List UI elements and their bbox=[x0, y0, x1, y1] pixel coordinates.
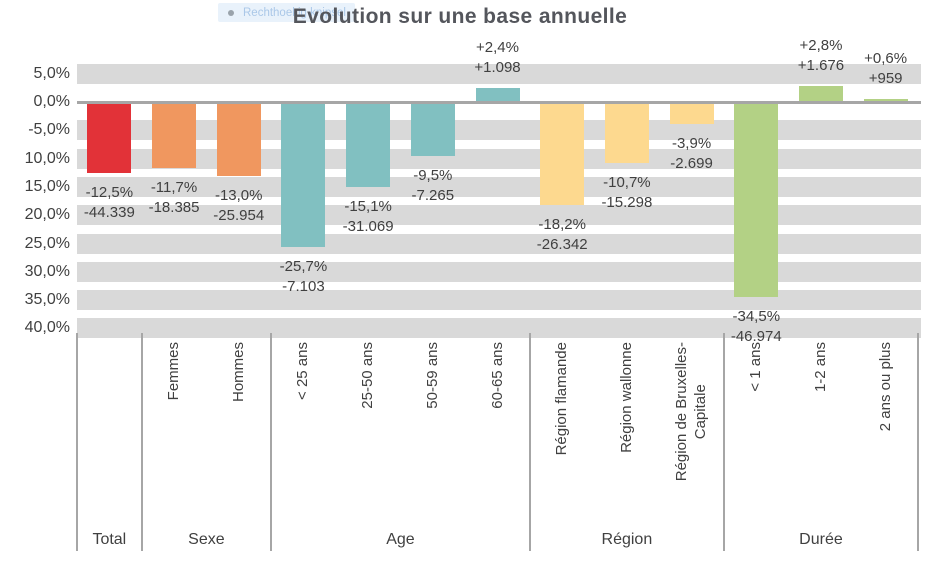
data-label-percent: -10,7% bbox=[603, 173, 651, 191]
data-bar bbox=[540, 102, 585, 205]
data-label-percent: -9,5% bbox=[413, 166, 453, 184]
y-axis-tick-label: 5,0% bbox=[33, 64, 70, 82]
category-label: < 1 ans bbox=[747, 342, 765, 392]
data-bar bbox=[281, 102, 326, 248]
snip-mode-label: Rechthoekig knipsel bbox=[243, 6, 346, 19]
group-label: Région bbox=[601, 531, 653, 548]
data-label-percent: +2,4% bbox=[476, 39, 519, 57]
data-label-percent: -13,0% bbox=[214, 186, 263, 204]
group-label: Total bbox=[92, 531, 127, 548]
data-label: -10,7% -15.298 bbox=[577, 173, 677, 213]
data-bar bbox=[798, 86, 843, 102]
data-label-percent: -18,2% bbox=[538, 216, 586, 233]
data-label: -34,5% -46.974 bbox=[706, 307, 806, 347]
gridline-band bbox=[77, 63, 921, 84]
data-label-count: -26.342 bbox=[536, 236, 588, 253]
data-label-percent: +0,6% bbox=[864, 49, 908, 67]
chart-title: Evolution sur une base annuelle bbox=[292, 5, 628, 28]
data-label-count: -2.699 bbox=[670, 155, 713, 173]
y-axis-tick-label: 20,0% bbox=[24, 206, 70, 224]
data-label-count: -31.069 bbox=[342, 218, 394, 236]
group-label: Durée bbox=[799, 531, 843, 548]
category-label: Hommes bbox=[229, 342, 247, 403]
data-label-count: +1.676 bbox=[797, 57, 845, 75]
category-label: 50-59 ans bbox=[423, 342, 441, 409]
data-label-percent: -11,7% bbox=[150, 179, 198, 197]
data-label-percent: -15,1% bbox=[344, 198, 392, 216]
data-bar bbox=[87, 102, 132, 173]
category-label: 25-50 ans bbox=[359, 342, 377, 409]
axis-separator bbox=[917, 333, 919, 551]
y-axis-tick-label: 10,0% bbox=[24, 149, 70, 167]
category-label: Région flamande bbox=[553, 342, 571, 456]
data-label: +0,6% +959 bbox=[836, 49, 936, 89]
category-label: 2 ans ou plus bbox=[876, 342, 894, 432]
data-bar bbox=[346, 102, 391, 188]
axis-separator bbox=[528, 333, 531, 551]
data-label: -9,5% -7.265 bbox=[383, 166, 483, 206]
data-label-count: -7.103 bbox=[282, 278, 325, 296]
data-label-percent: -12,5% bbox=[85, 183, 134, 201]
data-bar bbox=[669, 102, 714, 125]
data-label: -13,0% -25.954 bbox=[189, 186, 289, 226]
axis-separator bbox=[270, 333, 273, 551]
gridline-band bbox=[77, 120, 921, 141]
y-axis-tick-label: 35,0% bbox=[24, 291, 70, 309]
axis-separator bbox=[722, 333, 725, 551]
data-label: +2,4% +1.098 bbox=[448, 38, 548, 78]
data-label: -3,9% -2.699 bbox=[642, 134, 742, 174]
category-label: Région wallonne bbox=[617, 342, 635, 453]
data-label-count: -7.265 bbox=[411, 186, 455, 204]
category-label: Femmes bbox=[165, 342, 183, 401]
data-label-count: -25.954 bbox=[213, 206, 265, 224]
data-label-count: -46.974 bbox=[730, 328, 782, 346]
axis-separator bbox=[75, 333, 78, 551]
data-label: -18,2% -26.342 bbox=[512, 215, 612, 255]
data-bar bbox=[475, 88, 520, 102]
data-bar bbox=[410, 102, 455, 156]
data-bar bbox=[604, 102, 649, 163]
data-label-percent: -3,9% bbox=[671, 135, 712, 153]
snip-mode-icon bbox=[228, 9, 234, 16]
data-label-count: +959 bbox=[868, 69, 903, 87]
data-bar bbox=[152, 102, 197, 169]
data-label-count: +1.098 bbox=[474, 59, 521, 77]
data-label-percent: -25,7% bbox=[279, 258, 328, 276]
category-label: 1-2 ans bbox=[811, 342, 829, 393]
data-label-percent: -34,5% bbox=[732, 308, 781, 326]
gridline-band bbox=[77, 290, 921, 311]
zero-axis-line bbox=[77, 100, 921, 104]
data-label: -25,7% -7.103 bbox=[253, 257, 353, 297]
y-axis-tick-label: 40,0% bbox=[24, 319, 70, 337]
y-axis-tick-label: 0,0% bbox=[33, 93, 70, 110]
y-axis-tick-label: 15,0% bbox=[24, 177, 70, 195]
category-label: Région de Bruxelles- Capitale bbox=[672, 342, 709, 482]
axis-separator bbox=[140, 333, 143, 551]
category-label: 60-65 ans bbox=[488, 342, 506, 409]
group-label: Sexe bbox=[188, 531, 225, 548]
data-label-count: -18.385 bbox=[148, 199, 200, 217]
data-label: +2,8% +1.676 bbox=[771, 36, 871, 76]
data-label-count: -15.298 bbox=[601, 193, 653, 211]
gridline-band bbox=[77, 261, 921, 282]
data-label: -11,7% -18.385 bbox=[124, 178, 224, 218]
group-label: Age bbox=[386, 531, 415, 548]
data-label-percent: +2,8% bbox=[799, 37, 843, 55]
data-label-count: -44.339 bbox=[83, 203, 135, 221]
snipping-tool-toolbar-item[interactable]: Rechthoekig knipsel bbox=[218, 3, 355, 22]
gridline-band bbox=[77, 148, 921, 169]
category-label: < 25 ans bbox=[294, 342, 312, 400]
y-axis-tick-label: 25,0% bbox=[24, 234, 70, 252]
data-bar bbox=[863, 98, 908, 102]
data-bar bbox=[216, 102, 261, 176]
data-bar bbox=[734, 102, 779, 298]
y-axis-tick-label: 30,0% bbox=[24, 262, 70, 280]
gridline-band bbox=[77, 233, 921, 254]
data-label: -12,5% -44.339 bbox=[59, 183, 159, 223]
gridline-band bbox=[77, 318, 921, 339]
data-label: -15,1% -31.069 bbox=[318, 197, 418, 237]
y-axis-tick-label: -5,0% bbox=[28, 121, 70, 139]
